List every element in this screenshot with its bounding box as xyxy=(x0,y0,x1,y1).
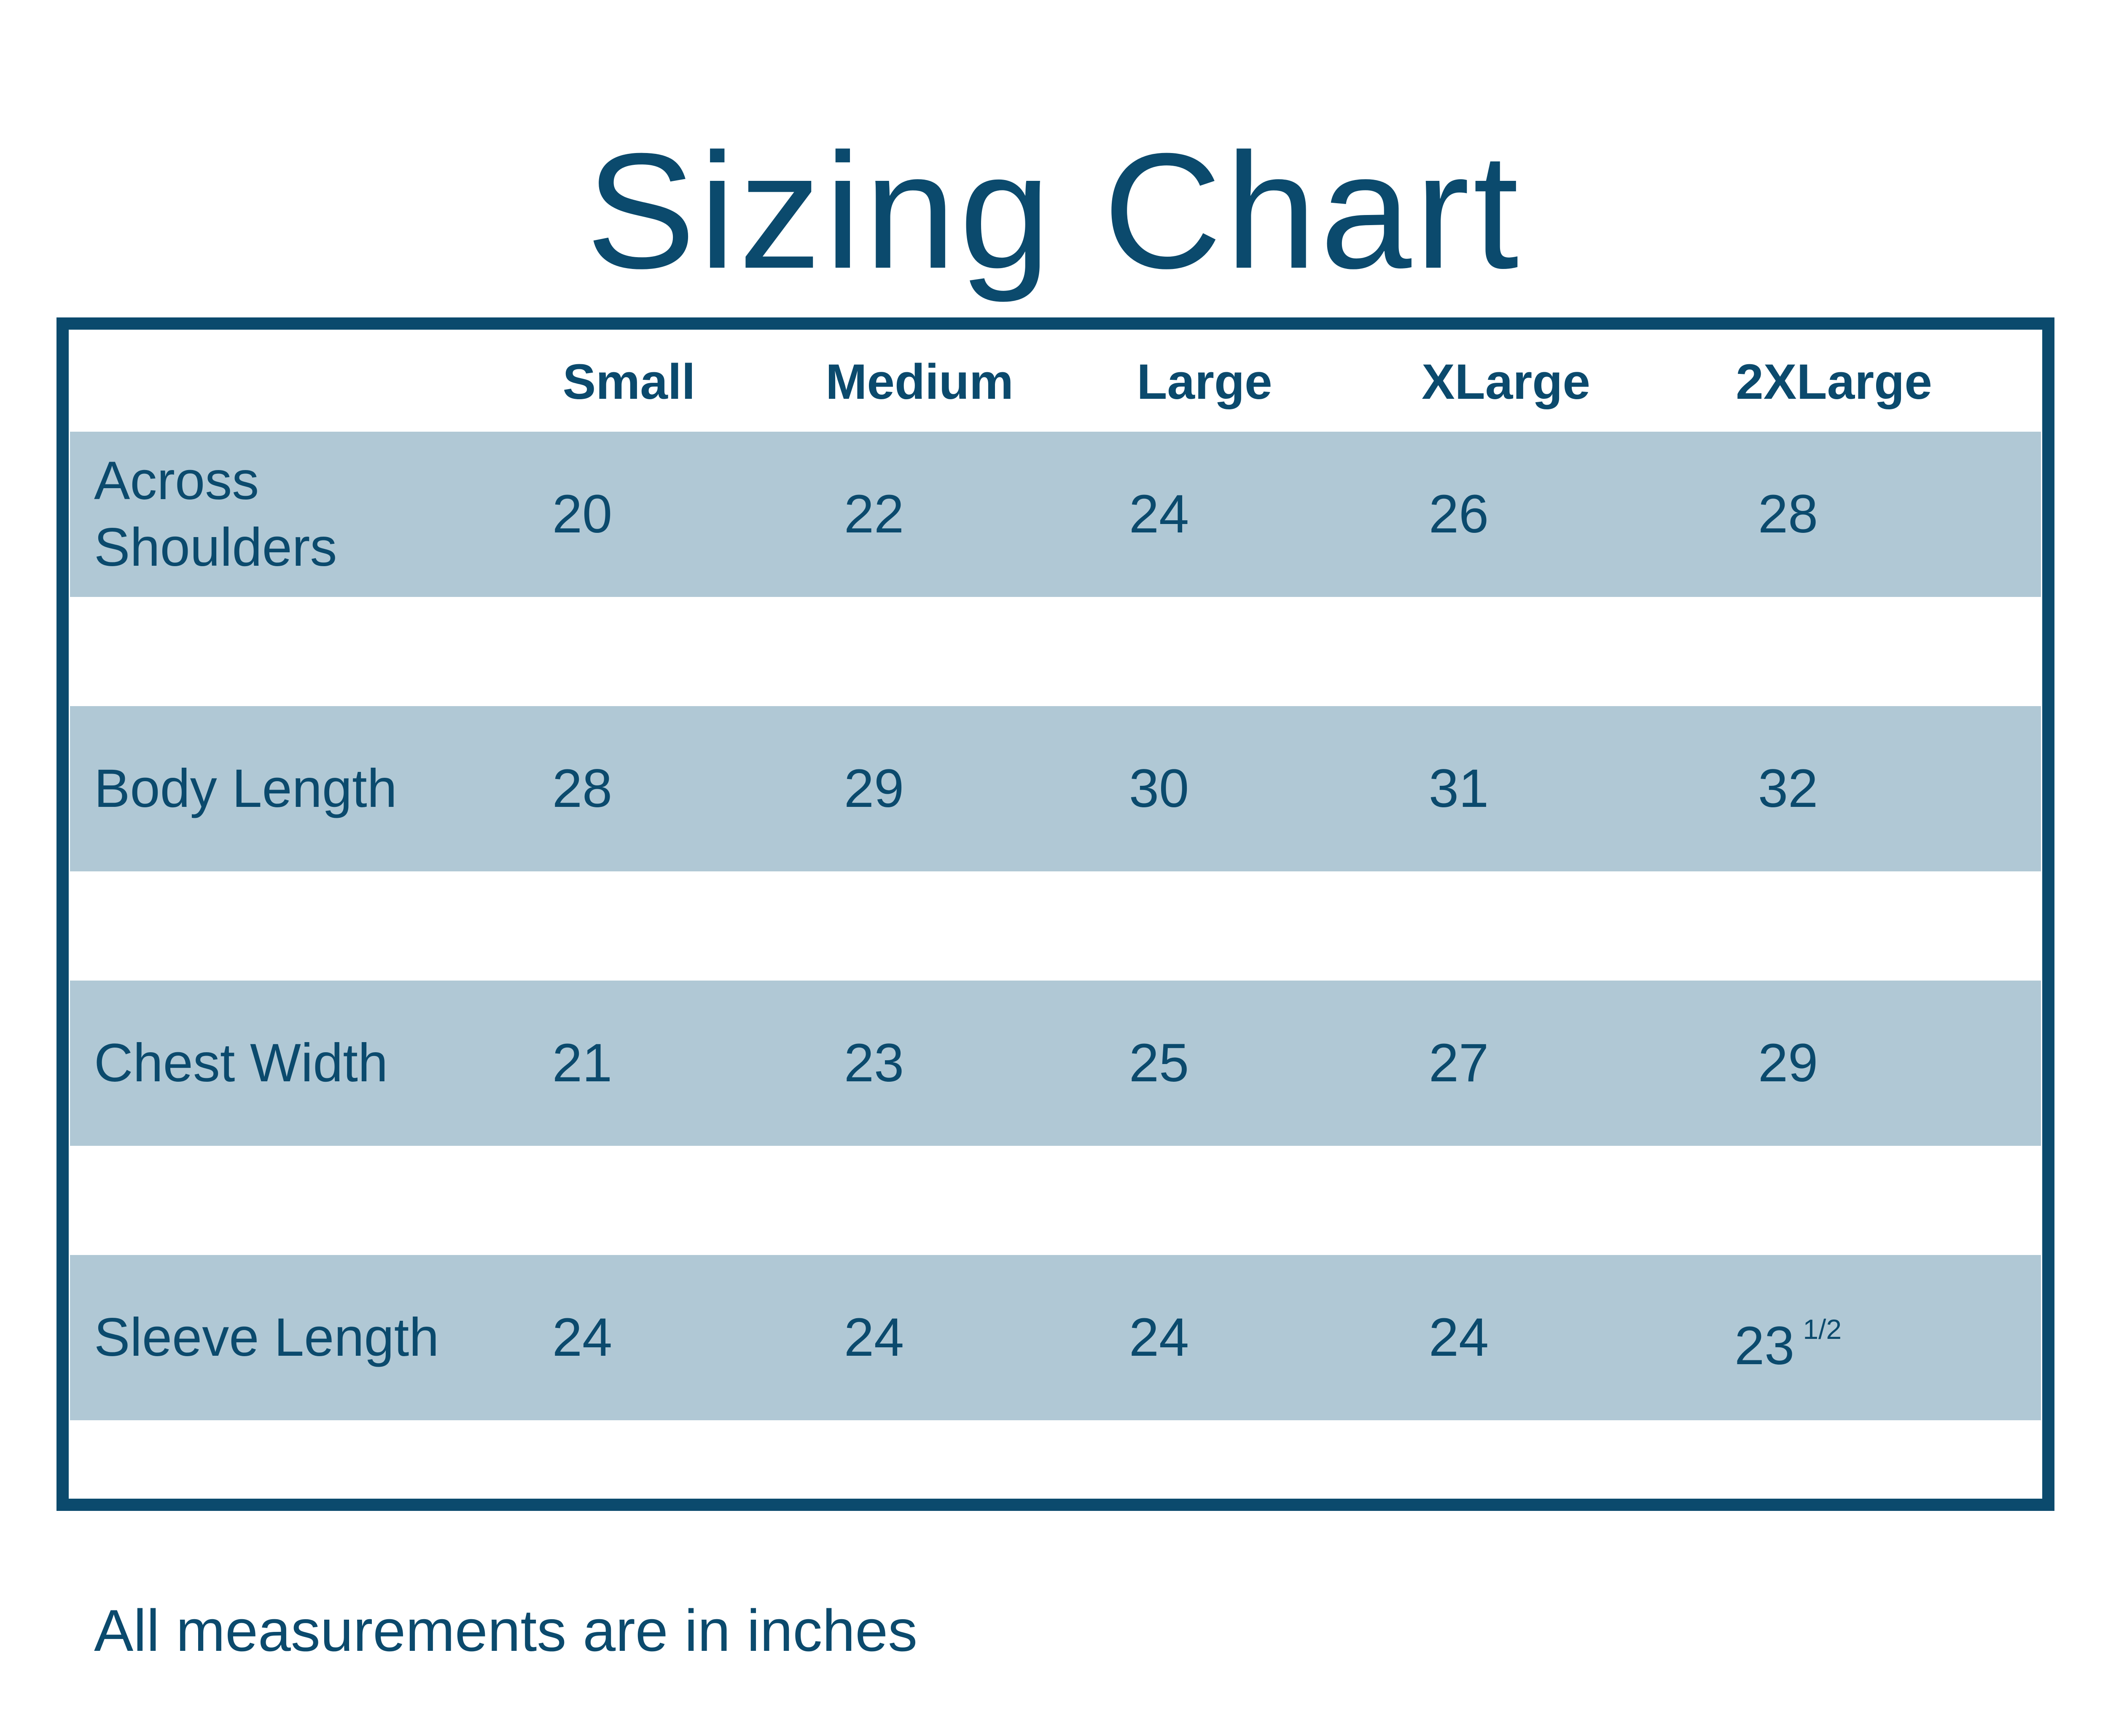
cell: 22 xyxy=(844,484,904,544)
cell-fraction: 1/2 xyxy=(1803,1314,1842,1345)
cell: 28 xyxy=(552,758,613,819)
row-band xyxy=(70,981,2041,1146)
cell: 24 xyxy=(552,1307,613,1368)
cell-whole: 23 xyxy=(1734,1316,1795,1376)
cell: 27 xyxy=(1428,1033,1489,1093)
row-label: Sleeve Length xyxy=(94,1307,439,1368)
cell: 21 xyxy=(552,1033,613,1093)
row-label: Chest Width xyxy=(94,1033,388,1093)
cell: 24 xyxy=(1428,1307,1489,1368)
row-band xyxy=(70,706,2041,871)
cell: 24 xyxy=(1129,484,1189,544)
cell: 29 xyxy=(844,758,904,819)
row-label: Across Shoulders xyxy=(94,451,337,578)
cell: 23 1/2 xyxy=(1734,1298,1842,1378)
cell: 23 xyxy=(844,1033,904,1093)
cell: 24 xyxy=(844,1307,904,1368)
cell: 29 xyxy=(1758,1033,1818,1093)
row-label: Body Length xyxy=(94,758,397,819)
cell: 25 xyxy=(1129,1033,1189,1093)
title: Sizing Chart xyxy=(586,119,1522,303)
column-header: Small xyxy=(562,354,696,410)
footnote: All measurements are in inches xyxy=(94,1597,918,1663)
column-header: XLarge xyxy=(1421,354,1591,410)
row-band xyxy=(70,1255,2041,1420)
cell: 32 xyxy=(1758,758,1818,819)
cell: 24 xyxy=(1129,1307,1189,1368)
column-header: 2XLarge xyxy=(1736,354,1932,410)
column-header: Medium xyxy=(825,354,1014,410)
cell: 26 xyxy=(1428,484,1489,544)
cell: 31 xyxy=(1428,758,1489,819)
cell: 28 xyxy=(1758,484,1818,544)
row-band xyxy=(70,432,2041,597)
cell: 20 xyxy=(552,484,613,544)
table-frame xyxy=(56,317,2054,1511)
column-header: Large xyxy=(1137,354,1272,410)
cell: 30 xyxy=(1129,758,1189,819)
